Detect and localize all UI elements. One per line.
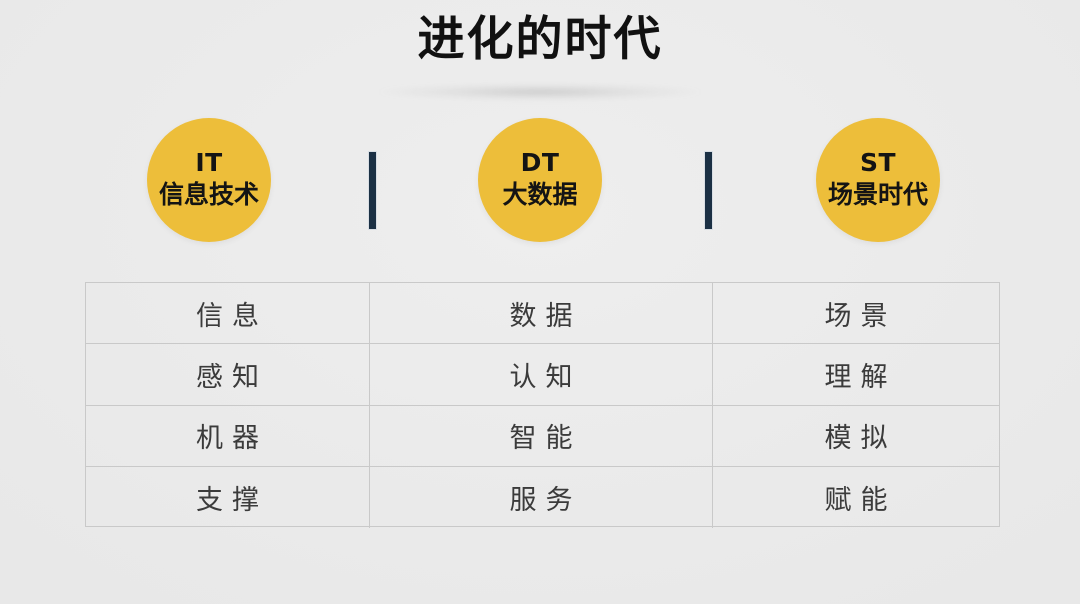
divider-bar-2 bbox=[705, 152, 712, 229]
table-cell: 模拟 bbox=[824, 423, 897, 455]
era-abbr-dt: DT bbox=[520, 147, 560, 177]
title-reflection-shadow bbox=[375, 84, 705, 100]
table-cell: 服务 bbox=[370, 466, 713, 528]
era-name-st: 场景时代 bbox=[827, 180, 928, 210]
page-title: 进化的时代 bbox=[417, 12, 663, 67]
table-row: 支撑 服务 赋能 bbox=[86, 466, 999, 528]
table-cell: 数据 bbox=[370, 283, 713, 344]
table-cell: 智能 bbox=[370, 405, 713, 466]
table-cell: 理解 bbox=[824, 361, 897, 393]
era-circle-st[interactable]: ST 场景时代 bbox=[816, 118, 940, 242]
table-cell: 认知 bbox=[370, 344, 713, 405]
table-cell: 感知 bbox=[86, 344, 370, 405]
era-circle-it[interactable]: IT 信息技术 bbox=[147, 118, 271, 242]
title-container: 进化的时代 bbox=[0, 14, 1080, 66]
era-circle-dt[interactable]: DT 大数据 bbox=[478, 118, 602, 242]
era-abbr-st: ST bbox=[859, 147, 897, 177]
divider-bar-1 bbox=[369, 152, 376, 229]
table-row: 感知 认知 理解 bbox=[86, 344, 999, 406]
table-cell: 场景 bbox=[824, 300, 897, 332]
era-circles-row: IT 信息技术 DT 大数据 ST 场景时代 bbox=[0, 118, 1080, 244]
table-cell: 赋能 bbox=[824, 484, 897, 516]
table-row: 机器 智能 模拟 bbox=[86, 405, 999, 467]
era-abbr-it: IT bbox=[195, 147, 223, 177]
table-cell: 机器 bbox=[86, 405, 370, 466]
era-name-dt: 大数据 bbox=[502, 180, 578, 210]
table-row: 信息 数据 场景 bbox=[86, 283, 999, 345]
era-name-it: 信息技术 bbox=[158, 180, 259, 210]
table-cell: 信息 bbox=[86, 283, 370, 344]
comparison-table: 信息 数据 场景 感知 认知 理解 机器 智能 模拟 支撑 服务 赋能 bbox=[85, 282, 1000, 528]
table-cell: 支撑 bbox=[86, 466, 370, 528]
